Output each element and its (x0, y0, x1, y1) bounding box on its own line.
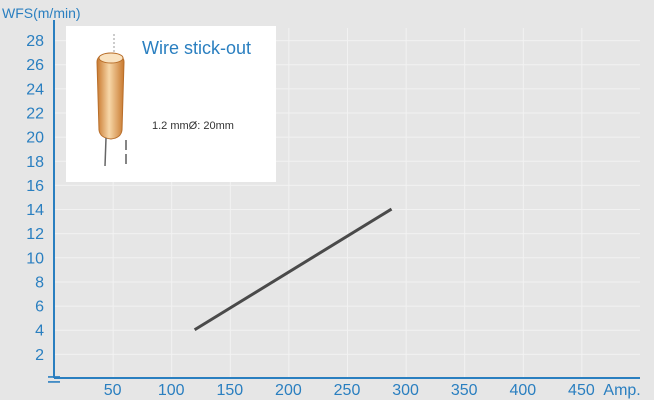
x-tick-label: 300 (392, 382, 419, 399)
x-tick-label: 450 (568, 382, 595, 399)
y-tick-label: 26 (26, 57, 44, 74)
welding-wire-icon (96, 34, 127, 167)
wire-stickout-inset: Wire stick-out 1.2 mmØ: 20mm (66, 26, 276, 182)
x-tick-label: 150 (216, 382, 243, 399)
x-tick-label: 100 (158, 382, 185, 399)
series-line (193, 207, 393, 332)
y-tick-label: 14 (26, 202, 44, 219)
x-axis-label: Amp. (603, 382, 640, 399)
y-tick-label: 22 (26, 105, 44, 122)
x-tick-label: 50 (104, 382, 122, 399)
x-tick-label: 350 (451, 382, 478, 399)
y-tick-label: 24 (26, 81, 44, 98)
y-tick-label: 16 (26, 178, 44, 195)
y-tick-label: 10 (26, 250, 44, 267)
y-axis-label: WFS(m/min) (2, 5, 81, 21)
y-tick-label: 12 (26, 226, 44, 243)
inset-title: Wire stick-out (142, 38, 252, 58)
y-tick-label: 4 (35, 323, 44, 340)
x-tick-label: 250 (334, 382, 361, 399)
y-tick-label: 28 (26, 33, 44, 50)
y-tick-label: 18 (26, 154, 44, 171)
y-tick-label: 20 (26, 130, 44, 147)
y-tick-label: 6 (35, 299, 44, 316)
x-tick-label: 400 (509, 382, 536, 399)
y-tick-label: 8 (35, 274, 44, 291)
inset-spec-label: 1.2 mmØ: 20mm (152, 120, 234, 132)
y-tick-label: 2 (35, 347, 44, 364)
x-tick-label: 200 (275, 382, 302, 399)
